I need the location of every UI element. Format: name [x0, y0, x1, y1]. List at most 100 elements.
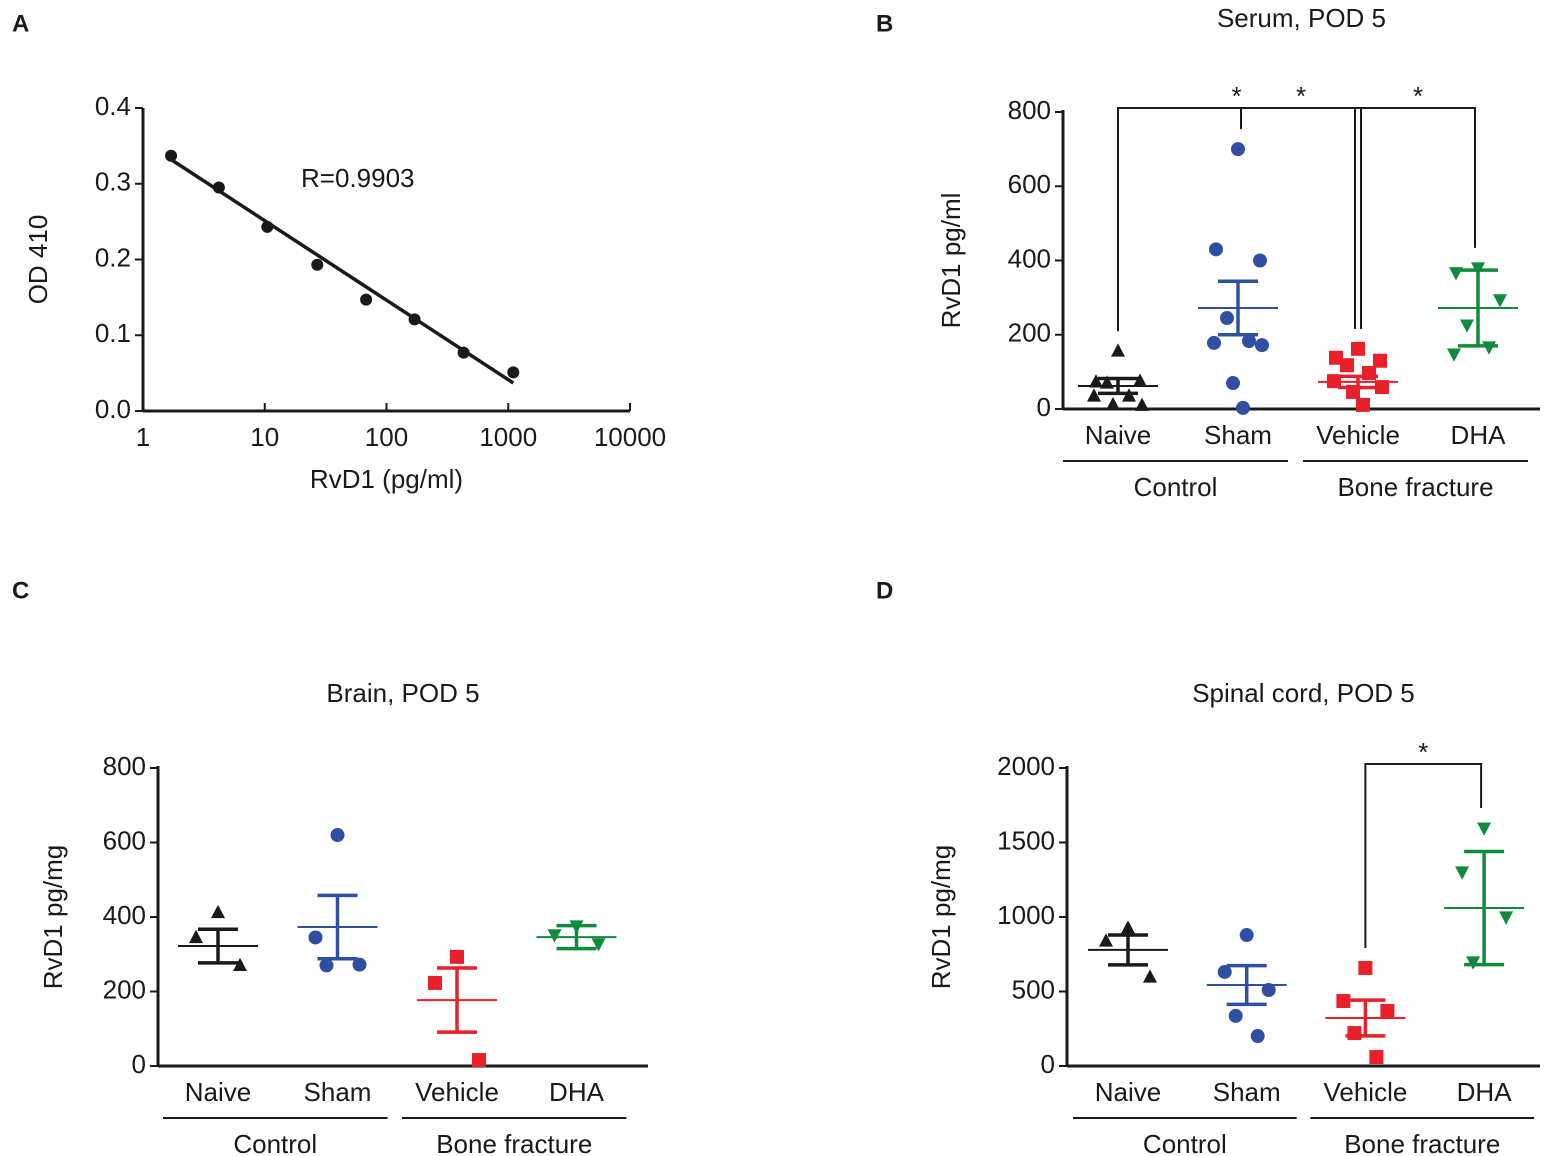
data-point	[1089, 374, 1103, 388]
data-point	[1250, 1029, 1265, 1044]
annotation: R=0.9903	[301, 163, 414, 193]
x-tick-label: Sham	[304, 1077, 372, 1107]
data-point	[457, 346, 470, 359]
y-axis-label: RvD1 pg/mg	[926, 845, 956, 990]
y-tick-label: 500	[1012, 974, 1055, 1004]
x-tick-label: Vehicle	[1323, 1077, 1407, 1107]
y-tick-label: 600	[103, 825, 146, 855]
x-tick-label: 1000	[479, 422, 537, 452]
data-point	[1231, 142, 1245, 157]
data-point	[1356, 397, 1370, 412]
data-point	[1373, 353, 1387, 368]
y-tick-label: 1500	[997, 825, 1055, 855]
data-point	[1220, 311, 1234, 326]
data-point	[1226, 376, 1240, 391]
significance-bracket	[1360, 107, 1476, 329]
data-point	[330, 828, 345, 843]
data-point	[1455, 866, 1470, 880]
data-point	[1209, 242, 1223, 257]
y-tick-label: 400	[103, 900, 146, 930]
data-point	[1482, 341, 1496, 355]
chart-title: Spinal cord, POD 5	[1192, 678, 1415, 708]
data-point	[1460, 319, 1474, 333]
x-tick-label: Vehicle	[415, 1077, 499, 1107]
y-tick-label: 0.0	[95, 394, 131, 424]
y-tick-label: 200	[1008, 318, 1051, 348]
y-tick-label: 400	[1008, 243, 1051, 273]
data-point	[1499, 911, 1514, 925]
data-point	[1135, 397, 1149, 411]
data-point	[472, 1053, 486, 1068]
y-axis-label: OD 410	[23, 215, 53, 305]
x-tick-label: Sham	[1204, 420, 1272, 450]
data-point	[428, 975, 442, 990]
data-point	[1336, 994, 1351, 1009]
data-point	[1375, 380, 1389, 395]
data-point	[1143, 969, 1157, 983]
panel-letter: A	[12, 10, 29, 37]
data-point	[1253, 253, 1267, 268]
data-point	[1228, 1008, 1243, 1023]
y-tick-label: 2000	[997, 751, 1055, 781]
group-label: Bone fracture	[1344, 1129, 1500, 1156]
data-point	[1106, 396, 1120, 411]
fit-line	[170, 158, 515, 385]
data-point	[1242, 334, 1256, 349]
data-point	[507, 366, 520, 379]
data-point	[311, 258, 324, 271]
x-tick-label: Naive	[185, 1077, 251, 1107]
data-point	[308, 930, 323, 945]
data-point	[1239, 928, 1254, 943]
data-point	[591, 938, 606, 952]
y-tick-label: 800	[1008, 95, 1051, 125]
x-tick-label: DHA	[549, 1077, 605, 1107]
x-tick-label: Sham	[1213, 1077, 1281, 1107]
data-point	[1111, 343, 1125, 357]
y-tick-label: 0.2	[95, 242, 131, 272]
x-tick-label: Vehicle	[1316, 420, 1400, 450]
y-tick-label: 200	[103, 974, 146, 1004]
data-point	[1133, 373, 1147, 387]
x-tick-label: 10000	[594, 422, 666, 452]
data-point	[1255, 338, 1269, 353]
data-point	[1329, 350, 1343, 365]
group-label: Control	[1143, 1129, 1227, 1156]
y-tick-label: 0.4	[95, 91, 131, 121]
data-point	[165, 149, 178, 162]
data-point	[261, 220, 274, 233]
data-point	[360, 293, 373, 306]
data-point	[212, 181, 225, 194]
y-tick-label: 0.1	[95, 318, 131, 348]
group-label: Bone fracture	[1337, 472, 1493, 502]
y-tick-label: 600	[1008, 169, 1051, 199]
y-tick-label: 1000	[997, 900, 1055, 930]
data-point	[1351, 341, 1365, 356]
significance-label: *	[1296, 81, 1306, 111]
data-point	[1236, 400, 1250, 415]
x-tick-label: DHA	[1451, 420, 1507, 450]
data-point	[1369, 1050, 1384, 1065]
y-tick-label: 0	[132, 1049, 146, 1079]
chart-title: Serum, POD 5	[1217, 3, 1386, 33]
group-label: Bone fracture	[436, 1129, 592, 1156]
chart-title: Brain, POD 5	[326, 678, 479, 708]
significance-bracket	[1117, 107, 1356, 332]
data-point	[408, 313, 421, 326]
x-tick-label: DHA	[1457, 1077, 1513, 1107]
significance-label: *	[1231, 81, 1241, 111]
group-label: Control	[1134, 472, 1218, 502]
y-axis-label: RvD1 pg/mg	[38, 845, 68, 990]
panel-letter: D	[876, 577, 893, 604]
significance-bracket	[1364, 763, 1483, 948]
panel-letter: B	[876, 10, 893, 37]
data-point	[1447, 348, 1461, 362]
x-tick-label: Naive	[1085, 420, 1151, 450]
panel-letter: C	[12, 577, 29, 604]
x-tick-label: 1	[136, 422, 150, 452]
y-axis-label: RvD1 pg/ml	[936, 193, 966, 329]
data-point	[450, 949, 464, 964]
x-tick-label: 10	[250, 422, 279, 452]
data-point	[1477, 822, 1492, 836]
data-point	[1380, 1004, 1395, 1019]
group-label: Control	[233, 1129, 317, 1156]
